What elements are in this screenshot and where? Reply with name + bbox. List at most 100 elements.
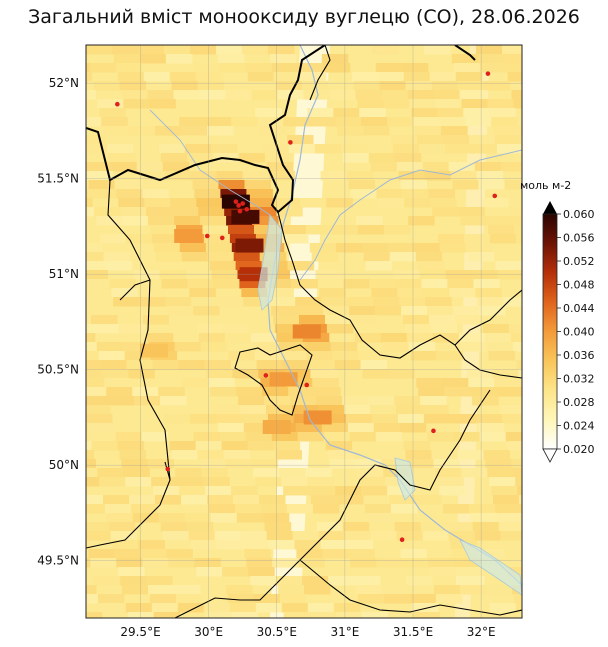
co-pixel <box>171 81 199 91</box>
co-pixel <box>89 63 117 73</box>
co-pixel <box>476 171 504 181</box>
fire-point[interactable] <box>115 101 120 107</box>
co-pixel <box>124 351 152 361</box>
co-pixel <box>419 270 446 280</box>
co-pixel <box>424 171 452 181</box>
co-pixel <box>173 90 200 100</box>
fire-point[interactable] <box>240 201 245 206</box>
co-pixel <box>175 468 202 478</box>
co-pixel <box>242 540 269 550</box>
fire-point[interactable] <box>204 233 210 239</box>
co-pixel <box>543 486 570 496</box>
co-pixel <box>359 477 386 487</box>
co-pixel <box>395 279 422 289</box>
co-pixel <box>151 477 178 487</box>
co-pixel <box>205 612 233 618</box>
fire-point[interactable] <box>431 428 436 434</box>
fire-point[interactable] <box>244 206 250 212</box>
fire-point[interactable] <box>236 203 241 208</box>
co-pixel <box>402 189 429 199</box>
co-pixel <box>203 234 231 244</box>
co-pixel <box>422 405 449 415</box>
co-pixel <box>423 288 450 298</box>
co-pixel <box>332 351 360 361</box>
co-hotspot <box>140 343 169 358</box>
co-pixel <box>127 612 155 618</box>
co-pixel <box>268 540 295 550</box>
co-pixel <box>48 234 75 244</box>
latitude-tick-label: 50°N <box>49 458 79 472</box>
co-pixel <box>86 423 89 433</box>
co-pixel <box>284 369 311 379</box>
co-pixel <box>276 207 303 217</box>
co-pixel <box>203 477 230 487</box>
fire-point[interactable] <box>219 235 225 241</box>
co-pixel <box>378 198 405 208</box>
co-pixel <box>511 90 522 100</box>
co-pixel <box>335 0 362 1</box>
colorbar-tick-label: 0.044 <box>563 302 595 315</box>
fire-point[interactable] <box>263 373 269 378</box>
co-pixel <box>354 576 381 586</box>
co-pixel <box>477 54 505 64</box>
co-pixel <box>260 9 287 19</box>
fire-point[interactable] <box>485 71 491 76</box>
co-pixel <box>539 468 566 478</box>
co-pixel <box>105 261 133 271</box>
co-pixel <box>368 27 395 37</box>
co-pixel <box>383 594 411 604</box>
co-pixel <box>111 288 138 298</box>
fire-point[interactable] <box>304 382 310 388</box>
co-pixel <box>390 9 417 19</box>
longitude-tick-label: 32°E <box>467 625 496 639</box>
co-pixel <box>54 387 80 397</box>
co-pixel <box>307 603 335 613</box>
co-pixel <box>463 108 490 118</box>
fire-point[interactable] <box>237 208 243 214</box>
co-pixel <box>287 261 315 271</box>
co-pixel <box>252 216 279 226</box>
co-pixel <box>253 594 281 604</box>
co-pixel <box>190 171 218 181</box>
co-pixel <box>86 207 95 217</box>
fire-point[interactable] <box>492 193 498 199</box>
map-area[interactable] <box>47 0 579 647</box>
co-pixel <box>393 270 420 280</box>
co-pixel <box>169 315 196 325</box>
co-pixel <box>428 558 455 568</box>
co-pixel <box>416 9 443 19</box>
co-pixel <box>240 405 267 415</box>
co-pixel <box>178 360 205 370</box>
co-pixel <box>291 279 318 289</box>
co-pixel <box>491 486 518 496</box>
co-pixel <box>237 639 264 647</box>
co-pixel <box>479 432 507 442</box>
co-pixel <box>413 117 440 127</box>
co-pixel <box>465 243 493 253</box>
co-pixel <box>274 324 302 334</box>
co-pixel <box>429 72 457 82</box>
fire-point[interactable] <box>165 466 171 472</box>
co-pixel <box>461 99 488 109</box>
co-pixel <box>507 441 522 451</box>
co-pixel <box>329 90 356 100</box>
co-pixel <box>468 504 496 514</box>
co-pixel <box>304 585 331 595</box>
co-pixel <box>281 234 309 244</box>
co-pixel <box>420 522 448 532</box>
co-pixel <box>396 45 423 46</box>
co-pixel <box>510 333 522 343</box>
co-pixel <box>389 0 416 10</box>
fire-point[interactable] <box>399 537 405 542</box>
co-pixel <box>264 153 292 163</box>
longitude-ticks: 29.5°E 30°E 30.5°E 31°E 31.5°E 32°E <box>120 625 495 639</box>
co-pixel <box>491 0 517 1</box>
co-pixel <box>130 504 158 514</box>
fire-point[interactable] <box>288 140 293 145</box>
co-pixel <box>238 396 265 406</box>
fire-point[interactable] <box>233 199 239 204</box>
colorbar-tick-label: 0.020 <box>563 443 595 456</box>
co-pixel <box>435 99 462 109</box>
co-pixel <box>208 9 235 19</box>
co-pixel <box>235 261 263 271</box>
